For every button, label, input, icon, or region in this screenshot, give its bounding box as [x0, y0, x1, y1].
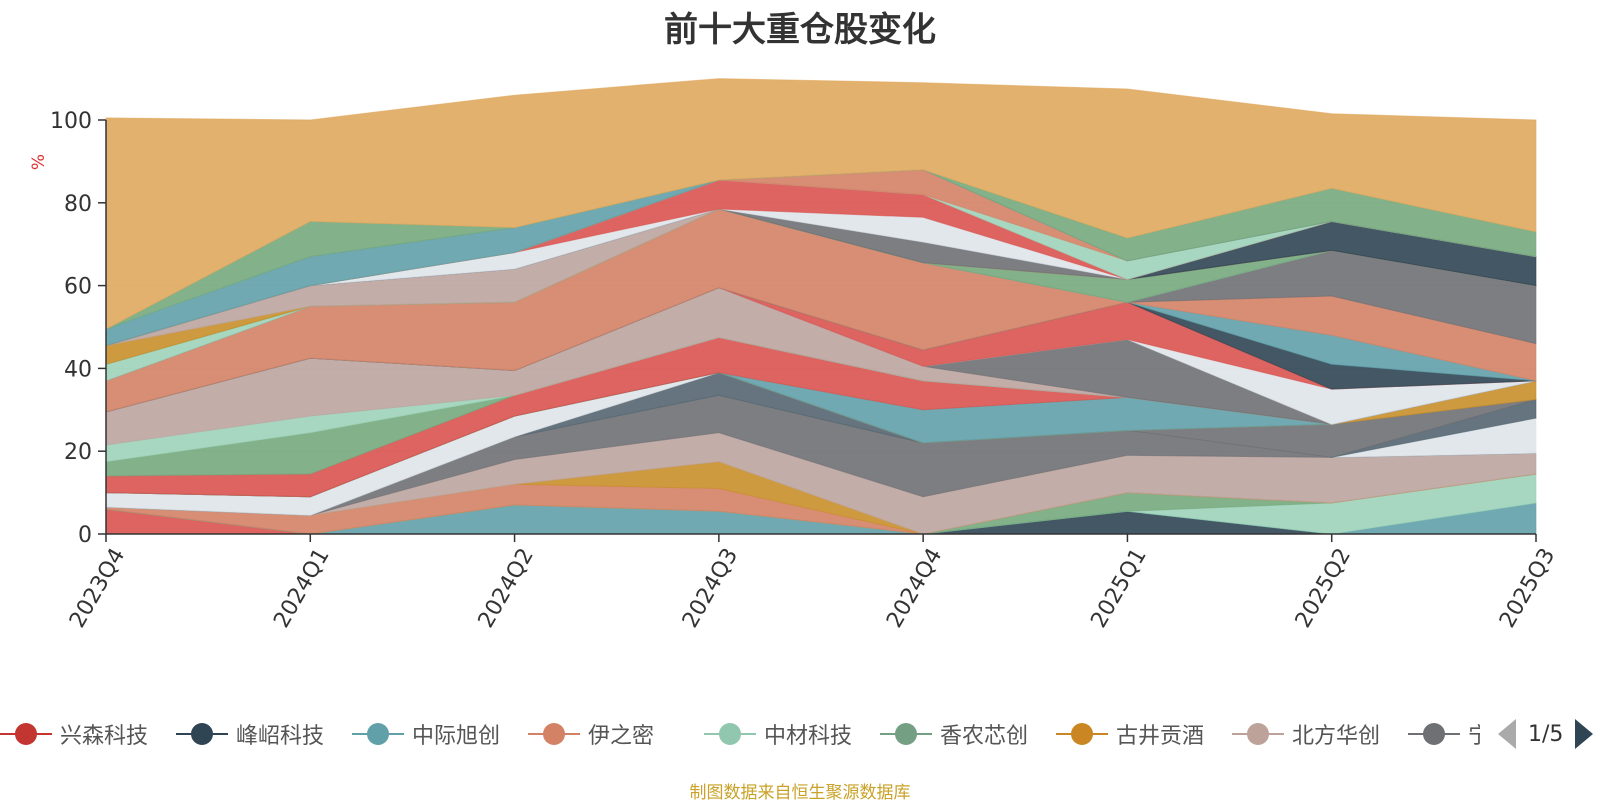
legend-item[interactable]: 宁德时代 — [1408, 714, 1480, 754]
legend-item[interactable]: 峰岹科技 — [176, 714, 324, 754]
y-tick-label-1: 20 — [64, 440, 92, 465]
legend-item[interactable]: 北方华创 — [1232, 714, 1380, 754]
x-tick-label-1: 2024Q1 — [269, 544, 334, 632]
chart-title: 前十大重仓股变化 — [664, 10, 936, 50]
legend-item[interactable]: 兴森科技 — [0, 714, 148, 754]
legend-marker-icon — [176, 719, 228, 749]
legend-item[interactable]: 中际旭创 — [352, 714, 500, 754]
legend-item[interactable]: 中材科技 — [704, 714, 852, 754]
x-tick-label-6: 2025Q2 — [1291, 544, 1356, 632]
x-tick-label-4: 2024Q4 — [882, 544, 947, 632]
legend-label: 峰岹科技 — [236, 724, 325, 749]
legend-marker-icon — [0, 719, 52, 749]
x-tick-label-7: 2025Q3 — [1495, 544, 1560, 632]
y-tick-label-3: 60 — [64, 275, 92, 300]
area-layer — [105, 78, 1537, 535]
legend-pager: 1/5 — [1498, 716, 1594, 752]
y-tick-label-5: 100 — [50, 109, 92, 134]
legend-marker-icon — [880, 719, 932, 749]
y-axis-label: % — [29, 154, 49, 170]
area-series-38[interactable] — [105, 78, 1537, 330]
legend-marker-icon — [1408, 719, 1460, 749]
source-note: 制图数据来自恒生聚源数据库 — [689, 783, 911, 803]
legend-label: 宁德时代 — [1468, 724, 1480, 749]
legend-next-page-icon[interactable] — [1575, 719, 1594, 749]
y-tick-label-4: 80 — [64, 192, 92, 217]
legend-marker-icon — [528, 719, 580, 749]
legend-label: 中材科技 — [764, 724, 853, 749]
legend-marker-icon — [704, 719, 756, 749]
legend-marker-icon — [1232, 719, 1284, 749]
legend-label: 古井贡酒 — [1116, 724, 1205, 749]
legend-prev-page-icon[interactable] — [1498, 719, 1516, 749]
legend-item[interactable]: 香农芯创 — [880, 714, 1028, 754]
legend-label: 兴森科技 — [60, 724, 149, 749]
legend-label: 香农芯创 — [940, 724, 1029, 749]
legend-label: 中际旭创 — [412, 724, 501, 749]
x-tick-label-0: 2023Q4 — [65, 544, 130, 632]
x-tick-label-3: 2024Q3 — [678, 544, 743, 632]
legend-marker-icon — [1056, 719, 1108, 749]
x-tick-label-5: 2025Q1 — [1086, 544, 1151, 632]
legend-item[interactable]: 古井贡酒 — [1056, 714, 1204, 754]
legend-item[interactable]: 伊之密 — [528, 714, 654, 754]
x-tick-label-2: 2024Q2 — [474, 544, 539, 632]
legend-label: 北方华创 — [1292, 724, 1381, 749]
y-tick-label-2: 40 — [64, 357, 92, 382]
legend-label: 伊之密 — [588, 724, 655, 749]
y-tick-label-0: 0 — [78, 523, 92, 548]
legend-marker-icon — [352, 719, 404, 749]
legend: 兴森科技 峰岹科技 中际旭创 伊之密 中材科技 香农芯创 古井贡酒 北方华创 宁德时代 — [0, 714, 1480, 754]
legend-page-indicator: 1/5 — [1528, 721, 1564, 747]
